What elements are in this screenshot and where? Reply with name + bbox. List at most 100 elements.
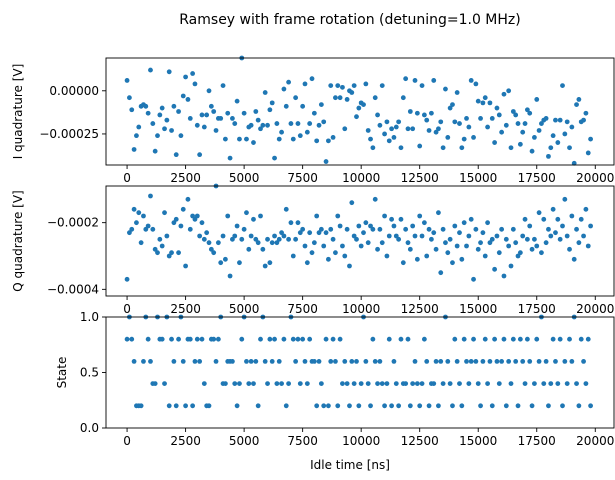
q-quadrature-point	[241, 226, 247, 232]
i-quadrature-point	[482, 95, 488, 101]
i-quadrature-point	[143, 103, 149, 109]
i-quadrature-point	[543, 116, 549, 121]
state-point	[487, 359, 493, 364]
i-quadrature-point	[457, 121, 462, 126]
q-quadrature-point	[136, 210, 142, 216]
i-quadrature-point	[574, 102, 579, 107]
i-quadrature-point	[171, 103, 177, 109]
i-quadrature-point	[197, 152, 203, 158]
i-quadrature-point	[258, 126, 263, 132]
q-quadrature-point	[302, 243, 308, 249]
q-quadrature-point	[386, 233, 392, 239]
i-quadrature-point	[503, 122, 509, 128]
i-quadrature-point	[311, 110, 317, 116]
i-quadrature-point	[583, 110, 589, 116]
i-quadrature-point	[309, 76, 315, 82]
state-point	[386, 336, 392, 342]
i-quadrature-point	[400, 95, 406, 101]
state-point	[152, 381, 158, 386]
state-point	[384, 381, 390, 386]
state-point	[496, 381, 502, 386]
q-quadrature-point	[253, 236, 259, 242]
state-point	[447, 381, 453, 386]
q-quadrature-y-tick-label: −0.0002	[47, 216, 99, 230]
i-quadrature-point	[178, 133, 184, 139]
q-quadrature-point	[145, 223, 151, 229]
state-point	[253, 359, 259, 364]
q-quadrature-point	[482, 253, 488, 259]
i-quadrature-point	[389, 126, 394, 132]
i-quadrature-point	[162, 126, 167, 132]
q-quadrature-point	[473, 226, 479, 232]
q-quadrature-point	[148, 193, 153, 199]
q-quadrature-point	[129, 226, 135, 232]
i-quadrature-point	[487, 100, 493, 106]
i-quadrature-point	[478, 116, 483, 121]
q-quadrature-point	[501, 273, 507, 279]
state-point	[405, 336, 411, 342]
state-point	[431, 381, 437, 386]
i-quadrature-point	[176, 109, 181, 114]
state-point	[293, 359, 299, 364]
state-point	[564, 381, 570, 386]
i-quadrature-point	[269, 100, 275, 106]
i-quadrature-point	[293, 95, 299, 101]
q-quadrature-point	[269, 240, 275, 246]
q-quadrature-point	[300, 226, 306, 232]
q-quadrature-point	[569, 213, 575, 219]
i-quadrature-point	[131, 147, 137, 152]
state-points	[124, 314, 593, 409]
q-quadrature-point	[363, 220, 369, 226]
i-quadrature-point	[508, 145, 514, 151]
i-quadrature-point	[314, 138, 320, 144]
i-quadrature-point	[520, 129, 526, 135]
i-quadrature-point	[295, 121, 301, 126]
state-point	[318, 381, 324, 386]
q-quadrature-point	[515, 253, 521, 259]
i-quadrature-point	[466, 124, 472, 130]
state-point	[311, 359, 317, 364]
q-quadrature-point	[190, 213, 196, 219]
q-quadrature-point	[225, 213, 231, 219]
state-point	[370, 336, 376, 342]
q-quadrature-point	[578, 216, 584, 222]
q-quadrature-point	[557, 236, 563, 242]
q-quadrature-point	[562, 196, 568, 202]
i-quadrature-point	[386, 138, 392, 144]
q-quadrature-point	[466, 233, 472, 239]
state-point	[410, 381, 416, 386]
state-point	[424, 359, 430, 364]
q-quadrature-point	[436, 210, 441, 216]
q-quadrature-point	[510, 226, 516, 232]
i-quadrature-point	[473, 81, 479, 87]
panel-state: 0.0 0.5 1.0 0 2500 5000 7500 10000 12500 15000 17…	[55, 310, 615, 448]
i-quadrature-point	[265, 122, 270, 128]
state-point	[506, 359, 512, 364]
i-quadrature-point	[173, 152, 179, 158]
q-quadrature-point	[372, 196, 378, 202]
state-point	[389, 403, 394, 409]
i-quadrature-point	[155, 133, 160, 139]
state-point	[138, 403, 144, 409]
state-point	[342, 359, 348, 364]
q-quadrature-point	[265, 236, 270, 242]
state-x-tick-label: 10000	[342, 434, 380, 448]
i-quadrature-point	[517, 141, 523, 147]
state-x-tick-label: 12500	[401, 434, 439, 448]
q-quadrature-point	[494, 233, 500, 239]
q-quadrature-point	[335, 213, 341, 219]
i-quadrature-y-tick-label: 0.00000	[49, 84, 99, 98]
q-quadrature-point	[581, 233, 586, 239]
i-quadrature-point	[489, 116, 495, 121]
i-quadrature-point	[361, 102, 366, 107]
state-point	[461, 336, 467, 342]
state-point	[543, 359, 549, 364]
i-quadrature-point	[288, 121, 294, 126]
i-quadrature-point	[255, 117, 261, 123]
state-point	[169, 336, 174, 342]
state-point	[524, 336, 530, 342]
q-quadrature-point	[485, 220, 490, 226]
i-quadrature-point	[148, 67, 153, 73]
i-quadrature-point	[571, 160, 577, 166]
